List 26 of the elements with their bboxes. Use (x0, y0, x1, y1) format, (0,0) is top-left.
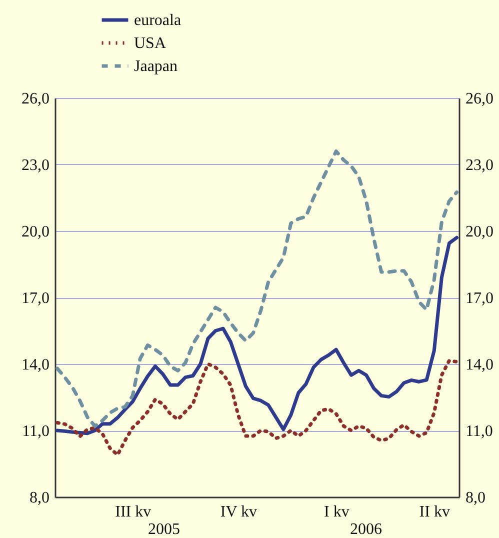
line-series (56, 236, 458, 436)
line-series (56, 149, 458, 428)
y-tick-label: 8,0 (30, 490, 50, 506)
y2-tick-label: 11,0 (466, 423, 493, 440)
y-tick-label: 11,0 (22, 423, 50, 440)
y-tick-label: 17,0 (22, 290, 50, 307)
line-series (56, 358, 458, 457)
y-tick-label: 23,0 (22, 157, 50, 174)
x-tick-label: II kv (419, 504, 450, 520)
y-tick-label: 26,0 (22, 90, 50, 108)
y-tick-label: 20,0 (22, 224, 50, 240)
x-tick-label: III kv (115, 504, 152, 520)
y2-tick-label: 23,0 (466, 157, 494, 174)
y2-tick-label: 8,0 (466, 490, 486, 506)
legend-label: euroala (134, 12, 182, 29)
y2-tick-label: 20,0 (466, 224, 494, 240)
legend-label: Jaapan (134, 58, 178, 75)
x-tick-label: I kv (324, 504, 350, 520)
text: 2006 (350, 521, 382, 538)
y-tick-label: 14,0 (22, 356, 50, 374)
y2-tick-label: 14,0 (466, 356, 494, 374)
y2-tick-label: 26,0 (466, 90, 494, 108)
text: 2005 (148, 521, 180, 538)
y2-tick-label: 17,0 (466, 290, 494, 307)
x-tick-label: IV kv (220, 504, 257, 520)
legend-label: USA (134, 35, 166, 52)
